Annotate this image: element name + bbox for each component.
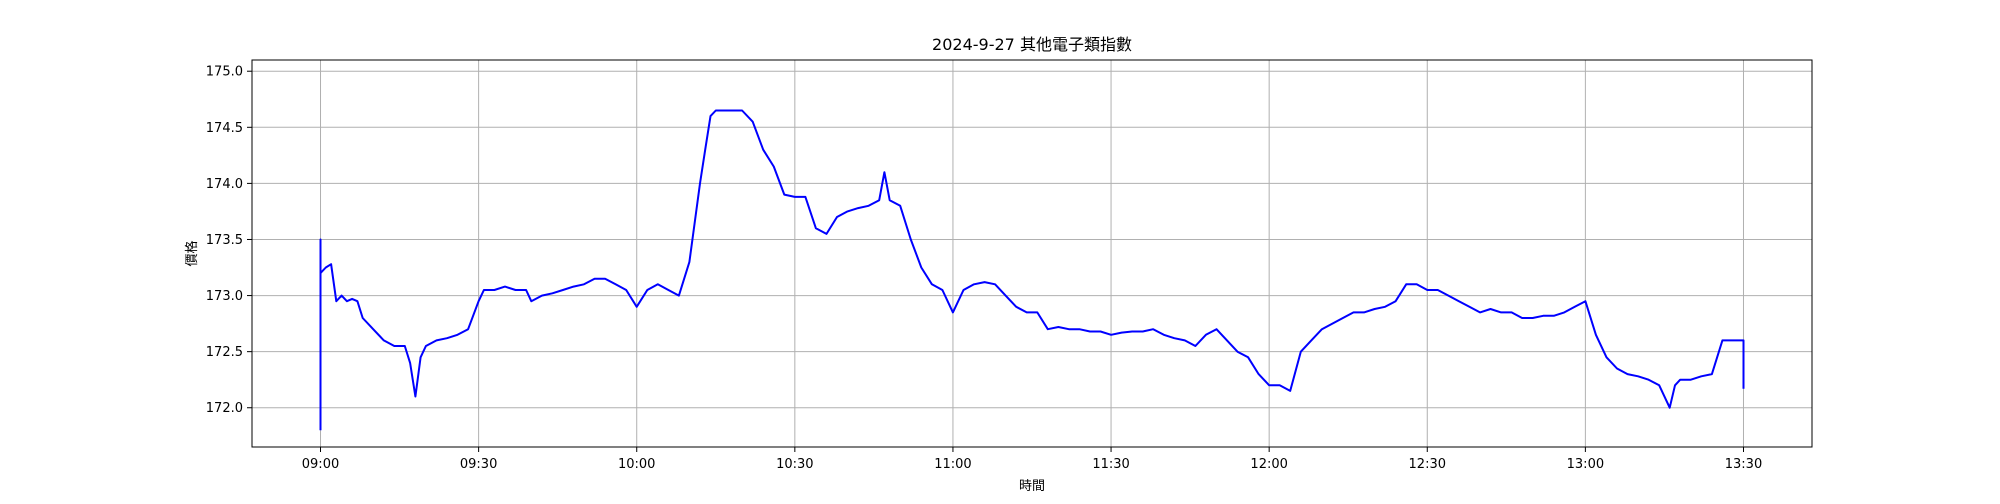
- y-axis-label: 價格: [184, 240, 200, 266]
- x-tick-label: 12:30: [1409, 457, 1446, 472]
- x-tick-label: 10:00: [618, 457, 655, 472]
- x-tick-label: 13:30: [1725, 457, 1762, 472]
- y-tick-label: 172.0: [206, 401, 243, 416]
- series-line: [319, 109, 1745, 431]
- y-tick-label: 175.0: [206, 65, 243, 80]
- y-tick-label: 174.5: [206, 121, 243, 136]
- x-tick-label: 13:00: [1567, 457, 1604, 472]
- x-tick-label: 10:30: [776, 457, 813, 472]
- y-tick-label: 172.5: [206, 345, 243, 360]
- y-tick-label: 173.5: [206, 233, 243, 248]
- plot-area: [319, 109, 1745, 431]
- x-tick-label: 09:00: [302, 457, 339, 472]
- grid: [252, 60, 1812, 447]
- x-tick-label: 09:30: [460, 457, 497, 472]
- x-tick-label: 11:30: [1092, 457, 1129, 472]
- plot-frame: [251, 59, 1813, 448]
- y-tick-label: 174.0: [206, 177, 243, 192]
- x-tick-label: 12:00: [1250, 457, 1287, 472]
- x-tick-label: 11:00: [934, 457, 971, 472]
- chart-title: 2024-9-27 其他電子類指數: [932, 35, 1132, 54]
- x-axis-label: 時間: [1019, 479, 1045, 494]
- y-tick-label: 173.0: [206, 289, 243, 304]
- x-axis: 09:00 09:30 10:00 10:30 11:00 11:30 12:00 12:30…: [302, 447, 1762, 472]
- y-axis: 172.0 172.5 173.0 173.5 174.0 174.5 175.0: [206, 65, 252, 416]
